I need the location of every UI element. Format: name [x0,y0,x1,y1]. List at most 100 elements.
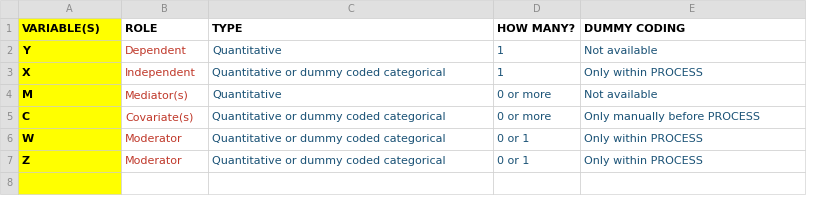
Text: Quantitative or dummy coded categorical: Quantitative or dummy coded categorical [212,68,446,78]
Bar [493,150,580,172]
Bar [580,150,805,172]
Bar [208,106,493,128]
Text: DUMMY CODING: DUMMY CODING [584,24,685,34]
Bar [121,40,208,62]
Bar [18,40,121,62]
Bar [0,172,18,194]
Text: 1: 1 [497,68,504,78]
Text: 4: 4 [6,90,12,100]
Bar [580,40,805,62]
Text: M: M [22,90,33,100]
Bar [121,62,208,84]
Bar [580,106,805,128]
Bar [121,128,208,150]
Bar [18,0,121,18]
Text: HOW MANY?: HOW MANY? [497,24,575,34]
Bar [493,40,580,62]
Text: 7: 7 [6,156,12,166]
Bar [208,150,493,172]
Text: Only within PROCESS: Only within PROCESS [584,134,703,144]
Text: Only within PROCESS: Only within PROCESS [584,68,703,78]
Text: 1: 1 [497,46,504,56]
Bar [121,0,208,18]
Text: Quantitative or dummy coded categorical: Quantitative or dummy coded categorical [212,156,446,166]
Bar [0,128,18,150]
Text: Only within PROCESS: Only within PROCESS [584,156,703,166]
Bar [208,40,493,62]
Bar [493,18,580,40]
Bar [121,18,208,40]
Bar [18,62,121,84]
Text: 0 or more: 0 or more [497,90,551,100]
Bar [580,128,805,150]
Bar [18,172,121,194]
Text: E: E [690,4,696,14]
Text: 8: 8 [6,178,12,188]
Bar [0,84,18,106]
Text: C: C [347,4,354,14]
Bar [0,0,18,18]
Text: Dependent: Dependent [125,46,186,56]
Bar [0,18,18,40]
Bar [208,18,493,40]
Bar [493,84,580,106]
Bar [493,172,580,194]
Bar [580,84,805,106]
Bar [493,128,580,150]
Text: 1: 1 [6,24,12,34]
Bar [121,150,208,172]
Text: Not available: Not available [584,46,658,56]
Bar [0,150,18,172]
Bar [0,106,18,128]
Text: Mediator(s): Mediator(s) [125,90,189,100]
Bar [493,62,580,84]
Text: D: D [533,4,540,14]
Text: Quantitative: Quantitative [212,90,281,100]
Text: Z: Z [22,156,30,166]
Text: 0 or 1: 0 or 1 [497,156,529,166]
Text: Not available: Not available [584,90,658,100]
Text: 2: 2 [6,46,12,56]
Text: Quantitative: Quantitative [212,46,281,56]
Text: 0 or more: 0 or more [497,112,551,122]
Bar [208,62,493,84]
Bar [580,18,805,40]
Bar [580,172,805,194]
Bar [121,106,208,128]
Text: Quantitative or dummy coded categorical: Quantitative or dummy coded categorical [212,112,446,122]
Text: Moderator: Moderator [125,156,182,166]
Text: B: B [161,4,168,14]
Text: Covariate(s): Covariate(s) [125,112,193,122]
Text: Quantitative or dummy coded categorical: Quantitative or dummy coded categorical [212,134,446,144]
Text: A: A [66,4,73,14]
Text: Y: Y [22,46,30,56]
Text: 0 or 1: 0 or 1 [497,134,529,144]
Bar [18,106,121,128]
Bar [208,172,493,194]
Text: VARIABLE(S): VARIABLE(S) [22,24,101,34]
Text: W: W [22,134,34,144]
Text: C: C [22,112,30,122]
Bar [0,40,18,62]
Text: Independent: Independent [125,68,196,78]
Text: 6: 6 [6,134,12,144]
Bar [18,18,121,40]
Bar [493,106,580,128]
Text: ROLE: ROLE [125,24,158,34]
Text: TYPE: TYPE [212,24,244,34]
Bar [18,84,121,106]
Text: Moderator: Moderator [125,134,182,144]
Text: X: X [22,68,30,78]
Bar [208,84,493,106]
Bar [121,172,208,194]
Bar [18,150,121,172]
Text: 3: 3 [6,68,12,78]
Text: 5: 5 [6,112,12,122]
Bar [121,84,208,106]
Text: Only manually before PROCESS: Only manually before PROCESS [584,112,760,122]
Bar [208,128,493,150]
Bar [580,0,805,18]
Bar [580,62,805,84]
Bar [18,128,121,150]
Bar [208,0,493,18]
